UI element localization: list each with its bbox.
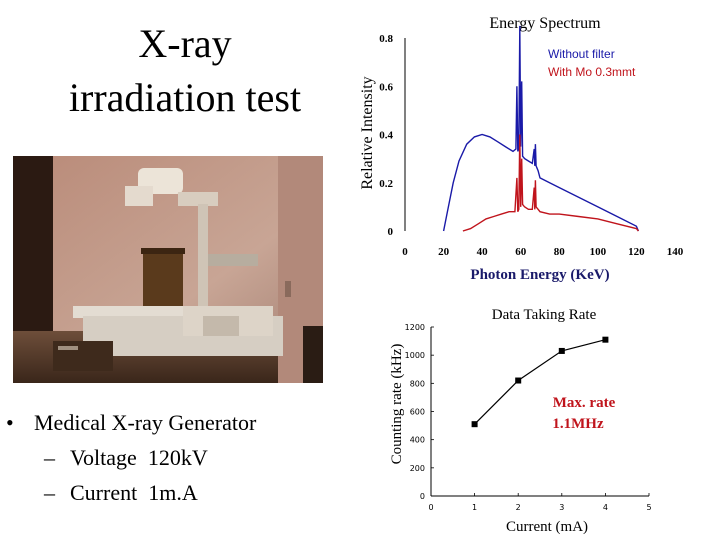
- bullet-list: • Medical X-ray Generator – Voltage 120kV…: [6, 405, 256, 510]
- sub-bullet-label: Voltage: [70, 445, 137, 470]
- y-tick-label: 200: [410, 464, 425, 473]
- chart-title: Data Taking Rate: [492, 307, 597, 323]
- x-tick-label: 0: [428, 503, 433, 512]
- x-tick-label: 5: [646, 503, 651, 512]
- y-tick-label: 0: [420, 492, 425, 501]
- y-tick-label: 600: [410, 408, 425, 417]
- x-tick-label: 100: [590, 246, 607, 258]
- x-tick-label: 1: [472, 503, 477, 512]
- x-axis-label: Photon Energy (KeV): [470, 267, 609, 283]
- y-tick-label: 0.4: [379, 130, 393, 142]
- bullet-item: • Medical X-ray Generator: [6, 405, 256, 440]
- bullet-text: Medical X-ray Generator: [34, 410, 257, 435]
- y-tick-label: 400: [410, 436, 425, 445]
- y-tick-label: 0.2: [379, 178, 393, 190]
- sub-bullet-value: 1m.A: [148, 480, 198, 505]
- chart-title: Energy Spectrum: [489, 15, 601, 32]
- slide-title-line2: irradiation test: [68, 75, 302, 120]
- y-tick-label: 1200: [405, 323, 425, 332]
- x-tick-label: 0: [402, 246, 408, 258]
- sub-bullet-value: 120kV: [147, 445, 208, 470]
- y-tick-label: 1000: [405, 351, 425, 360]
- x-tick-label: 80: [554, 246, 566, 258]
- series-line: [474, 339, 606, 425]
- annotation-line1: Max. rate: [553, 395, 616, 411]
- x-tick-label: 4: [603, 503, 608, 512]
- x-tick-label: 3: [559, 503, 564, 512]
- y-tick-label: 0: [388, 226, 394, 238]
- data-point: [515, 377, 522, 384]
- x-axis-label: Current (mA): [506, 519, 588, 535]
- x-tick-label: 40: [477, 246, 489, 258]
- x-tick-label: 120: [628, 246, 645, 258]
- x-tick-label: 20: [438, 246, 450, 258]
- sub-bullet-label: Current: [70, 480, 138, 505]
- slide-title-line1: X-ray: [138, 21, 232, 66]
- y-tick-label: 800: [410, 379, 425, 388]
- data-point: [558, 347, 565, 354]
- y-tick-label: 0.8: [379, 33, 393, 45]
- data-point: [602, 336, 609, 343]
- annotation-line2: 1.1MHz: [552, 416, 604, 432]
- y-tick-label: 0.6: [379, 81, 393, 93]
- y-axis-label: Relative Intensity: [359, 76, 376, 189]
- x-tick-label: 60: [515, 246, 527, 258]
- x-tick-label: 2: [516, 503, 521, 512]
- legend-entry: Without filter: [548, 47, 615, 61]
- series-line: [442, 25, 640, 232]
- y-axis-label: Counting rate (kHz): [389, 344, 405, 465]
- sub-bullet-current: – Current 1m.A: [44, 480, 198, 505]
- x-tick-label: 140: [667, 246, 684, 258]
- bullet-dot: •: [6, 410, 14, 435]
- data-point: [471, 421, 478, 428]
- xray-room-photo: [13, 156, 323, 383]
- sub-bullet-voltage: – Voltage 120kV: [44, 445, 208, 470]
- series-line: [462, 134, 639, 232]
- legend-entry: With Mo 0.3mmt: [548, 65, 636, 79]
